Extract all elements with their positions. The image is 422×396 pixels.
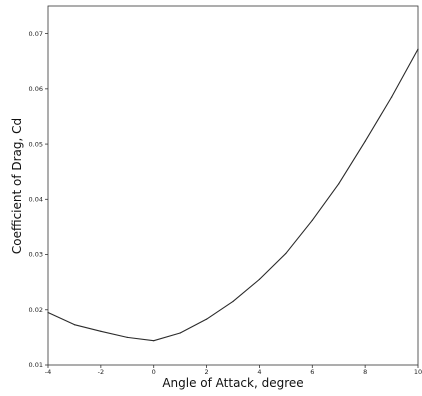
y-tick-label: 0.04 [29, 196, 43, 204]
plot-frame [47, 5, 419, 366]
x-tick-label: 0 [152, 368, 156, 376]
data-point [126, 336, 128, 338]
data-point [232, 300, 234, 303]
data-point [205, 318, 208, 320]
x-tick-label: 8 [363, 368, 367, 376]
x-tick-label: 4 [257, 368, 261, 376]
x-axis-title: Angle of Attack, degree [162, 376, 303, 390]
axis-tick-labels: -4 -2 0 2 4 6 8 10 0.01 0.02 0.03 0.04 0.05 0.06 0.07 [29, 30, 422, 376]
data-point [311, 219, 313, 221]
axis-ticks [45, 33, 419, 368]
data-point [258, 278, 261, 280]
x-tick-label: -4 [45, 368, 51, 376]
x-tick-label: -2 [98, 368, 104, 376]
y-tick-label: 0.01 [29, 361, 43, 369]
data-point [179, 332, 181, 334]
data-point [73, 324, 76, 326]
data-point [338, 183, 340, 185]
y-axis-title: Coefficient of Drag, Cd [10, 118, 24, 254]
x-tick-label: 2 [205, 368, 209, 376]
y-tick-label: 0.02 [29, 306, 43, 314]
data-point [390, 96, 393, 98]
x-tick-label: 10 [414, 368, 422, 376]
y-tick-label: 0.05 [29, 140, 43, 148]
data-point [153, 340, 155, 342]
data-point [285, 252, 287, 255]
y-tick-label: 0.06 [29, 85, 43, 93]
data-point [364, 140, 366, 142]
y-tick-label: 0.03 [29, 251, 43, 259]
y-tick-label: 0.07 [29, 30, 43, 38]
data-point [100, 330, 102, 332]
x-tick-label: 6 [310, 368, 314, 376]
